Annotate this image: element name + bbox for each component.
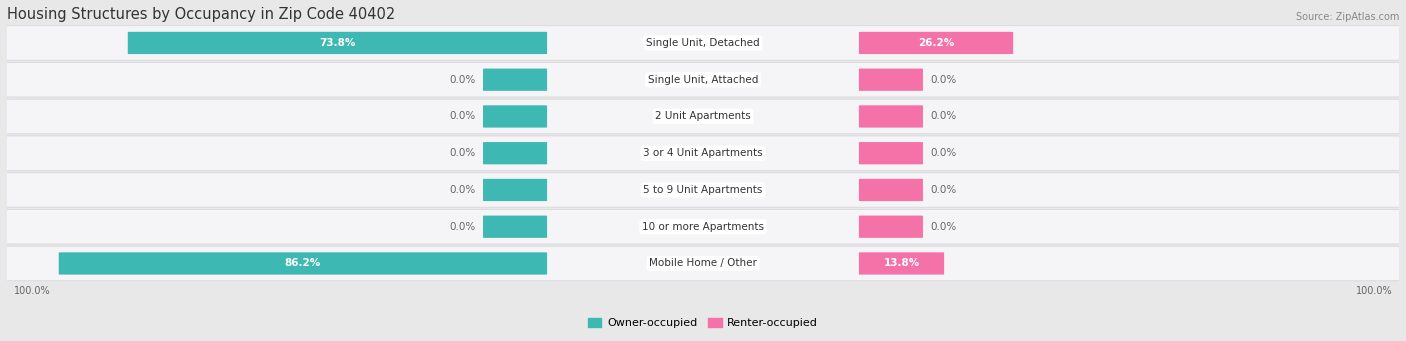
Text: 100.0%: 100.0% (14, 286, 51, 296)
Text: Housing Structures by Occupancy in Zip Code 40402: Housing Structures by Occupancy in Zip C… (7, 7, 395, 22)
FancyBboxPatch shape (0, 136, 1406, 170)
Text: 13.8%: 13.8% (883, 258, 920, 268)
Text: 0.0%: 0.0% (450, 222, 477, 232)
FancyBboxPatch shape (484, 69, 547, 91)
Text: 3 or 4 Unit Apartments: 3 or 4 Unit Apartments (643, 148, 763, 158)
Text: 100.0%: 100.0% (1355, 286, 1392, 296)
Text: 2 Unit Apartments: 2 Unit Apartments (655, 112, 751, 121)
Text: 0.0%: 0.0% (450, 112, 477, 121)
FancyBboxPatch shape (0, 62, 1406, 97)
FancyBboxPatch shape (0, 26, 1406, 60)
Text: Mobile Home / Other: Mobile Home / Other (650, 258, 756, 268)
Text: 26.2%: 26.2% (918, 38, 955, 48)
Legend: Owner-occupied, Renter-occupied: Owner-occupied, Renter-occupied (583, 314, 823, 333)
FancyBboxPatch shape (484, 179, 547, 201)
Text: Single Unit, Attached: Single Unit, Attached (648, 75, 758, 85)
Text: 73.8%: 73.8% (319, 38, 356, 48)
FancyBboxPatch shape (0, 99, 1406, 134)
FancyBboxPatch shape (0, 246, 1406, 281)
Text: 0.0%: 0.0% (929, 148, 956, 158)
Text: Single Unit, Detached: Single Unit, Detached (647, 38, 759, 48)
FancyBboxPatch shape (859, 142, 922, 164)
FancyBboxPatch shape (484, 216, 547, 238)
Text: 0.0%: 0.0% (450, 185, 477, 195)
FancyBboxPatch shape (859, 105, 922, 128)
Text: 0.0%: 0.0% (929, 112, 956, 121)
Text: 0.0%: 0.0% (450, 75, 477, 85)
Text: Source: ZipAtlas.com: Source: ZipAtlas.com (1296, 12, 1399, 22)
FancyBboxPatch shape (859, 179, 922, 201)
FancyBboxPatch shape (59, 252, 547, 275)
FancyBboxPatch shape (859, 69, 922, 91)
Text: 10 or more Apartments: 10 or more Apartments (643, 222, 763, 232)
FancyBboxPatch shape (859, 32, 1014, 54)
Text: 0.0%: 0.0% (929, 185, 956, 195)
FancyBboxPatch shape (859, 252, 943, 275)
FancyBboxPatch shape (484, 142, 547, 164)
FancyBboxPatch shape (128, 32, 547, 54)
Text: 0.0%: 0.0% (929, 222, 956, 232)
FancyBboxPatch shape (0, 209, 1406, 244)
Text: 5 to 9 Unit Apartments: 5 to 9 Unit Apartments (644, 185, 762, 195)
Text: 0.0%: 0.0% (450, 148, 477, 158)
FancyBboxPatch shape (0, 173, 1406, 207)
Text: 86.2%: 86.2% (285, 258, 321, 268)
FancyBboxPatch shape (484, 105, 547, 128)
Text: 0.0%: 0.0% (929, 75, 956, 85)
FancyBboxPatch shape (859, 216, 922, 238)
